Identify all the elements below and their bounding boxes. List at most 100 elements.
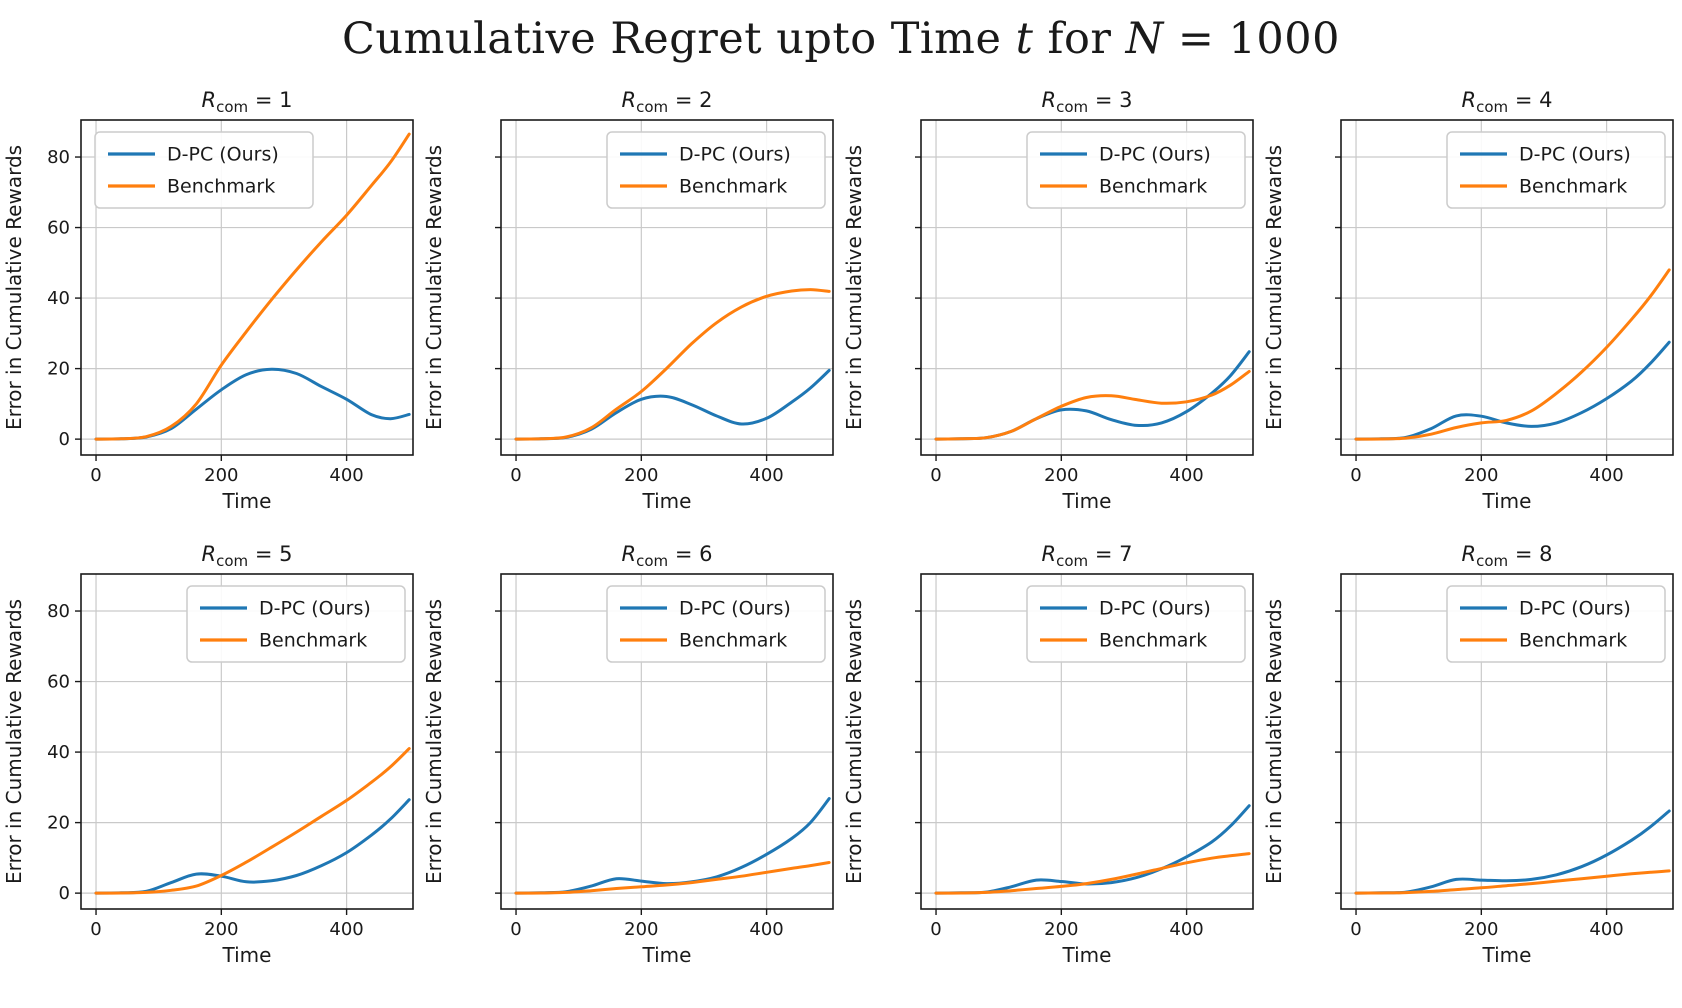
legend-label-dpc: D-PC (Ours) [167,144,279,166]
subplot-canvas-3: 0 200 400 Time Error in Cumulative Rewards Rc… [842,88,1254,513]
subplot-title: Rcom = 1 [202,88,293,116]
legend-label-benchmark: Benchmark [259,630,367,652]
figure-title-mid: for [1033,14,1126,64]
subplot: 0 200 400 Time Error in Cumulative Rewards Rc… [841,534,1261,986]
y-axis-label: Error in Cumulative Rewards [1262,145,1286,430]
math-var-t: t [1015,14,1034,64]
y-axis-label: Error in Cumulative Rewards [2,145,26,430]
x-tick-label: 200 [1044,465,1078,486]
legend-label-dpc: D-PC (Ours) [679,598,791,620]
axes-spines [500,119,834,456]
y-tick-label: 40 [47,742,70,763]
x-axis-label: Time [1062,489,1112,513]
y-tick-label: 60 [47,672,70,693]
x-tick-label: 200 [1044,919,1078,940]
axes-spines [920,573,1254,910]
x-tick-label: 0 [930,919,941,940]
subplot: 0 200 400 Time Error in Cumulative Rewards Rc… [841,80,1261,532]
x-tick-label: 0 [1350,465,1361,486]
x-axis-label: Time [1482,943,1532,967]
x-axis-label: Time [222,489,272,513]
subplot-title-rest: = 4 [1508,88,1552,112]
subplot-title-sym: R [1042,542,1057,566]
y-axis-label: Error in Cumulative Rewards [422,599,446,884]
subplot-canvas-4: 0 200 400 Time Error in Cumulative Rewards Rc… [1262,88,1674,513]
legend: D-PC (Ours) Benchmark [606,585,826,663]
x-tick-label: 400 [329,919,363,940]
legend-label-dpc: D-PC (Ours) [1099,144,1211,166]
x-tick-label: 400 [1589,465,1623,486]
subplot-title-sym: R [1462,88,1477,112]
legend-label-dpc: D-PC (Ours) [679,144,791,166]
x-tick-label: 200 [204,919,238,940]
subplot-canvas-5: 0 200 400 0 20 40 60 80 Time Error in Cumulative … [2,542,414,967]
y-tick-label: 0 [59,883,70,904]
subplot: 0 200 400 Time Error in Cumulative Rewards Rc… [1261,80,1681,532]
subplot-grid: 0 200 400 0 20 40 60 80 Time Error in Cumulative … [0,80,1682,986]
subplot-title-sym: R [1042,88,1057,112]
legend-label-dpc: D-PC (Ours) [259,598,371,620]
line-benchmark [934,369,1251,441]
x-tick-label: 200 [624,919,658,940]
line-benchmark [94,132,411,441]
y-tick-label: 20 [47,359,70,380]
legend: D-PC (Ours) Benchmark [1446,585,1666,663]
line-dpc [514,368,831,441]
subplot-title-sub: com [1056,552,1088,570]
line-dpc [1354,809,1671,895]
subplot-title-rest: = 8 [1508,542,1552,566]
legend-box [606,585,826,663]
line-dpc [94,367,411,441]
y-tick-label: 40 [47,288,70,309]
x-tick-label: 400 [1169,465,1203,486]
subplot-title-sub: com [1476,552,1508,570]
line-benchmark [514,288,831,441]
line-benchmark [94,747,411,895]
subplot-title-sym: R [622,88,637,112]
y-tick-label: 80 [47,147,70,168]
subplot-title: Rcom = 7 [1042,542,1133,570]
x-tick-label: 400 [749,919,783,940]
legend: D-PC (Ours) Benchmark [1446,131,1666,209]
subplot-title: Rcom = 6 [622,542,713,570]
y-tick-label: 20 [47,813,70,834]
line-benchmark [1354,268,1671,441]
subplot-title-sym: R [202,542,217,566]
subplot-title-sub: com [1476,98,1508,116]
subplot-title-rest: = 7 [1088,542,1132,566]
legend-box [94,131,314,209]
legend-box [1026,131,1246,209]
legend-box [606,131,826,209]
legend-label-benchmark: Benchmark [1099,630,1207,652]
x-tick-label: 0 [90,465,101,486]
subplot: 0 200 400 Time Error in Cumulative Rewards Rc… [421,80,841,532]
subplot-canvas-7: 0 200 400 Time Error in Cumulative Rewards Rc… [842,542,1254,967]
subplot-canvas-6: 0 200 400 Time Error in Cumulative Rewards Rc… [422,542,834,967]
legend-box [1026,585,1246,663]
subplot-title-sym: R [202,88,217,112]
y-tick-label: 60 [47,218,70,239]
y-tick-label: 0 [59,429,70,450]
subplot-title: Rcom = 3 [1042,88,1133,116]
legend: D-PC (Ours) Benchmark [186,585,406,663]
legend: D-PC (Ours) Benchmark [1026,585,1246,663]
legend-label-dpc: D-PC (Ours) [1099,598,1211,620]
line-dpc [94,798,411,895]
legend: D-PC (Ours) Benchmark [1026,131,1246,209]
subplot-title: Rcom = 5 [202,542,293,570]
legend: D-PC (Ours) Benchmark [606,131,826,209]
subplot-title-rest: = 6 [668,542,712,566]
legend-label-benchmark: Benchmark [1519,630,1627,652]
legend-box [1446,131,1666,209]
x-axis-label: Time [642,943,692,967]
legend-label-benchmark: Benchmark [1099,176,1207,198]
x-tick-label: 200 [1464,919,1498,940]
line-benchmark [1354,869,1671,895]
subplot: 0 200 400 Time Error in Cumulative Rewards Rc… [421,534,841,986]
axes-spines [920,119,1254,456]
x-tick-label: 0 [510,465,521,486]
x-tick-label: 0 [510,919,521,940]
legend-label-benchmark: Benchmark [679,630,787,652]
x-tick-label: 0 [1350,919,1361,940]
figure-title-suffix: = 1000 [1163,14,1340,64]
